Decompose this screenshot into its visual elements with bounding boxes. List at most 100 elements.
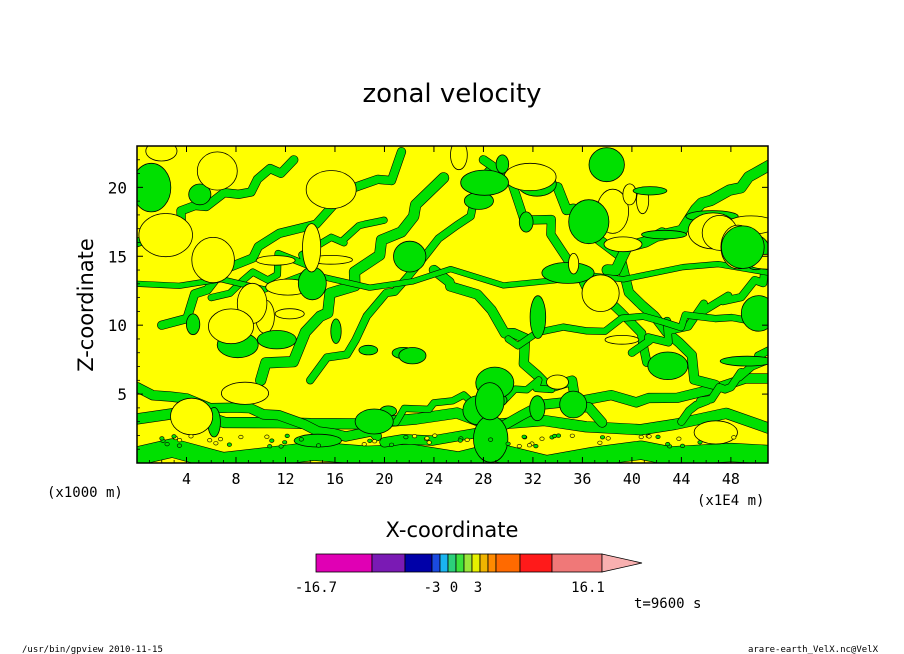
colorbar-segment xyxy=(439,553,449,573)
chart-title: zonal velocity xyxy=(362,79,541,109)
contour-speck xyxy=(516,444,522,449)
contour-blob xyxy=(398,347,427,365)
footer-right: arare-earth_VelX.nc@VelX xyxy=(748,645,879,654)
contour-band xyxy=(137,406,768,435)
contour-blob xyxy=(170,397,214,436)
contour-blob xyxy=(207,308,254,345)
colorbar-segment xyxy=(463,553,473,573)
contour-speck xyxy=(282,440,288,445)
contour-blob xyxy=(302,223,322,273)
contour-speck xyxy=(367,438,373,443)
contour-band xyxy=(628,262,768,357)
contour-blob xyxy=(191,236,235,283)
colorbar-segment xyxy=(487,553,497,573)
colorbar-segment xyxy=(431,553,441,573)
x-tick-label: 32 xyxy=(524,470,542,488)
x-tick-label: 44 xyxy=(672,470,690,488)
colorbar-segment xyxy=(471,553,481,573)
x-unit-left: (x1000 m) xyxy=(47,485,123,501)
contour-blob xyxy=(719,355,768,367)
contour-speck xyxy=(533,444,539,449)
contour-speck xyxy=(372,439,378,444)
contour-speck xyxy=(171,434,177,439)
contour-blob xyxy=(393,240,427,273)
x-tick-label: 8 xyxy=(231,470,240,488)
contour-speck xyxy=(207,438,213,443)
x-axis-ticks: 4 8 12 16 20 24 28 32 36 40 44 48 xyxy=(148,146,757,488)
contour-speck xyxy=(213,441,219,446)
contour-blob xyxy=(138,213,193,258)
colorbar-segment xyxy=(447,553,457,573)
contour-blob xyxy=(647,351,689,381)
y-tick-label: 5 xyxy=(117,385,127,404)
contour-speck xyxy=(697,440,703,445)
contour-blob xyxy=(274,308,305,320)
contour-blob xyxy=(186,313,201,336)
contour-speck xyxy=(424,436,430,441)
x-tick-label: 48 xyxy=(722,470,740,488)
contour-band xyxy=(505,311,763,349)
colorbar-segment xyxy=(371,553,406,573)
contour-blob xyxy=(358,344,379,356)
contour-speck xyxy=(226,442,232,447)
y-axis-ticks: 5 10 15 20 xyxy=(108,159,768,450)
contour-blob xyxy=(604,334,640,345)
contour-speck xyxy=(552,433,558,439)
contour-blob xyxy=(546,374,569,390)
contour-speck xyxy=(159,436,165,441)
contour-speck xyxy=(457,438,463,443)
contour-speck xyxy=(188,434,194,439)
contour-speck xyxy=(389,442,395,447)
contour-blob xyxy=(495,154,510,174)
x-tick-label: 24 xyxy=(425,470,443,488)
contour-blob xyxy=(256,330,297,350)
contour-speck xyxy=(426,440,432,445)
contour-speck xyxy=(676,436,682,441)
field-contours xyxy=(137,146,768,463)
contour-blob xyxy=(196,151,238,191)
contour-speck xyxy=(605,436,611,441)
contour-blob xyxy=(518,211,534,233)
contour-speck xyxy=(315,443,321,448)
contour-speck xyxy=(526,443,532,448)
contour-blob xyxy=(145,146,178,162)
contour-speck xyxy=(269,438,275,443)
contour-speck xyxy=(679,443,685,449)
contour-blob xyxy=(693,420,738,445)
colorbar-segment xyxy=(519,553,553,573)
colorbar-segment xyxy=(551,553,603,573)
contour-speck xyxy=(432,433,438,438)
plot-area xyxy=(137,146,768,463)
colorbar xyxy=(315,553,643,573)
contour-blob xyxy=(220,381,269,405)
x-axis-label: X-coordinate xyxy=(386,518,519,542)
contour-speck xyxy=(278,444,284,449)
contour-blob xyxy=(720,225,765,269)
colorbar-label: -16.7 xyxy=(295,580,337,596)
colorbar-segment xyxy=(479,553,489,573)
x-tick-label: 36 xyxy=(573,470,591,488)
contour-blob xyxy=(255,255,296,266)
contour-band xyxy=(157,147,406,330)
contour-speck xyxy=(267,444,273,449)
contour-blob xyxy=(641,229,688,240)
contour-speck xyxy=(464,437,470,443)
contour-blob xyxy=(581,274,620,313)
x-tick-label: 40 xyxy=(623,470,641,488)
contour-speck xyxy=(646,434,652,439)
contour-speck xyxy=(412,434,418,439)
contour-blob xyxy=(529,295,547,339)
colorbar-segment xyxy=(315,553,373,573)
footer-left: /usr/bin/gpview 2010-11-15 xyxy=(22,645,163,654)
colorbar-segment xyxy=(455,553,465,573)
colorbar-segment xyxy=(404,553,433,573)
contour-speck xyxy=(599,435,605,440)
contour-blob xyxy=(622,183,637,206)
y-tick-label: 15 xyxy=(108,247,127,266)
contour-speck xyxy=(488,437,494,442)
contour-speck xyxy=(284,433,290,439)
contour-blob xyxy=(603,236,643,253)
contour-blob xyxy=(529,395,546,422)
y-tick-label: 10 xyxy=(108,316,127,335)
contour-blob xyxy=(559,390,588,419)
